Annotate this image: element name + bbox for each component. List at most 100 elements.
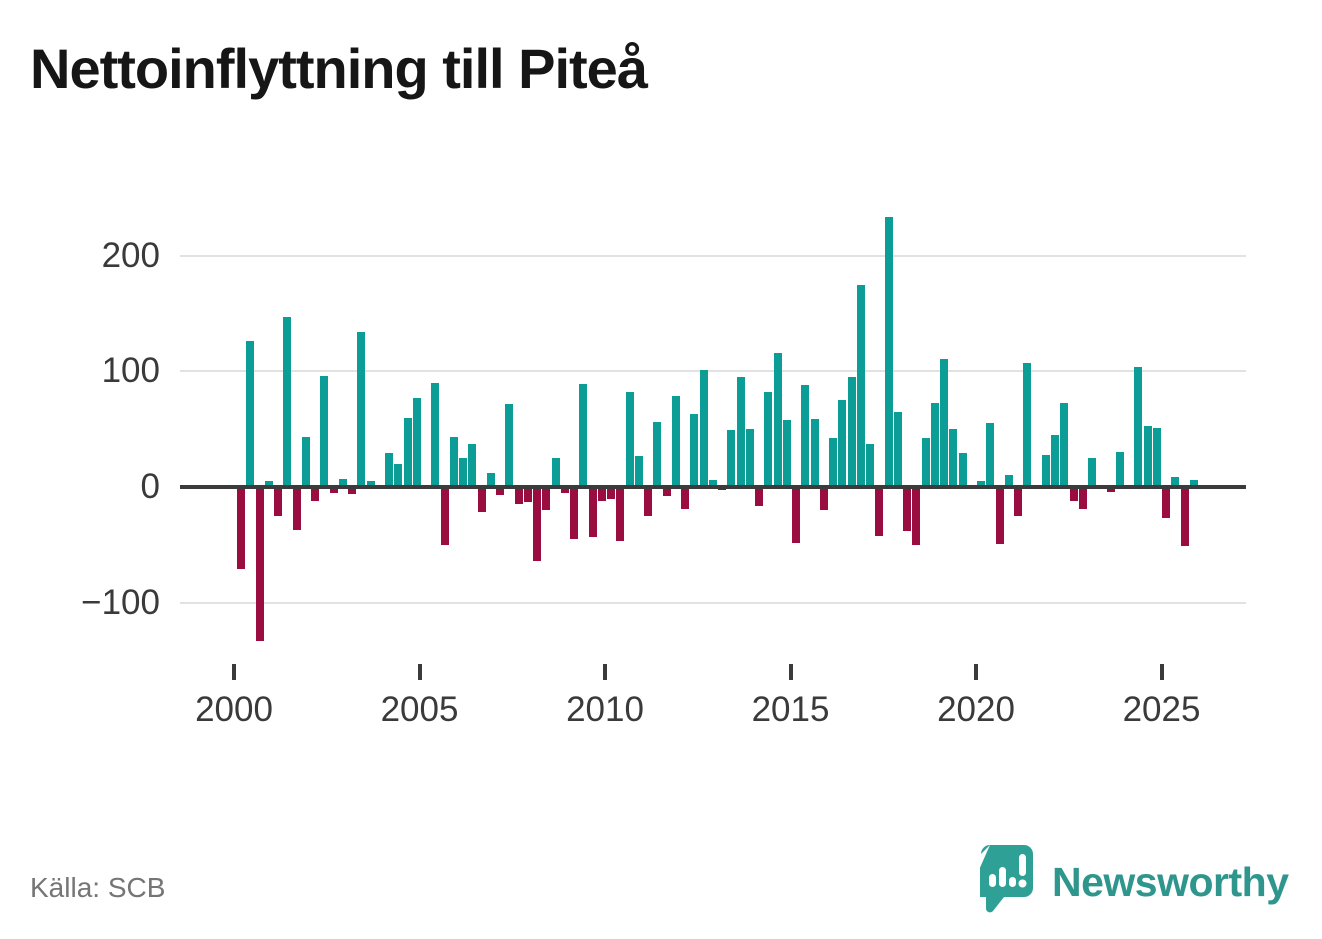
bar-2016-q2 <box>838 400 847 487</box>
bar-2004-q2 <box>394 463 403 487</box>
bar-2001-q4 <box>301 437 310 487</box>
bar-2020-q1 <box>977 481 985 487</box>
bar-2012-q4 <box>708 480 717 487</box>
bar-2006-q3 <box>477 487 486 513</box>
bar-2013-q4 <box>745 429 754 487</box>
bar-2003-q3 <box>366 481 375 487</box>
bar-2022-q1 <box>1051 434 1059 487</box>
bar-2000-q1 <box>237 487 245 570</box>
bar-2008-q4 <box>560 487 569 493</box>
gridline-y-200 <box>180 254 1246 257</box>
newsworthy-wordmark: Newsworthy <box>1052 858 1289 905</box>
bar-2014-q1 <box>755 487 763 506</box>
x-axis-tick-2025 <box>1159 664 1164 680</box>
bar-2002-q2 <box>320 375 329 487</box>
bar-2011-q1 <box>644 487 652 516</box>
bar-2000-q2 <box>246 341 255 487</box>
bar-2012-q2 <box>690 414 699 487</box>
bar-2009-q4 <box>597 487 606 501</box>
bar-2010-q3 <box>625 392 634 487</box>
source-note: Källa: SCB <box>30 872 166 903</box>
bar-2015-q1 <box>792 487 800 543</box>
x-axis-line <box>180 485 1246 489</box>
bar-2005-q3 <box>440 487 449 545</box>
bar-2006-q2 <box>468 444 477 487</box>
bar-2003-q1 <box>348 487 356 494</box>
bar-2020-q3 <box>995 487 1004 544</box>
bar-2011-q4 <box>671 395 680 487</box>
bar-2021-q2 <box>1023 363 1032 487</box>
bar-2018-q3 <box>921 438 930 487</box>
bar-2004-q3 <box>403 417 412 487</box>
bar-2016-q4 <box>856 284 865 487</box>
y-axis-label: 200 <box>101 235 160 275</box>
bar-2010-q1 <box>607 487 615 499</box>
bar-2014-q3 <box>773 352 782 487</box>
x-axis-label-2015: 2015 <box>751 690 830 729</box>
bar-2017-q3 <box>884 217 893 487</box>
bar-2019-q3 <box>958 453 967 487</box>
y-axis-label: 0 <box>140 467 160 506</box>
bar-2014-q4 <box>782 419 791 487</box>
bar-2002-q4 <box>338 478 347 487</box>
bar-2021-q1 <box>1014 487 1022 516</box>
bar-2017-q2 <box>875 487 884 536</box>
newsworthy-logo-icon <box>980 845 1033 913</box>
bar-2018-q2 <box>912 487 921 545</box>
bar-2014-q2 <box>764 392 773 487</box>
bar-2018-q1 <box>903 487 911 531</box>
bar-2002-q3 <box>329 487 338 493</box>
bar-2024-q2 <box>1134 366 1143 487</box>
bar-2025-q4 <box>1189 480 1198 487</box>
bar-2020-q2 <box>986 423 995 487</box>
bar-2023-q4 <box>1115 452 1124 487</box>
y-axis-label: 100 <box>101 351 160 391</box>
bar-2010-q4 <box>634 455 643 487</box>
bar-2008-q3 <box>551 458 560 487</box>
bar-2005-q4 <box>449 437 458 487</box>
bar-2000-q3 <box>255 487 264 641</box>
bar-2025-q1 <box>1162 487 1170 519</box>
bar-2011-q2 <box>653 422 662 487</box>
bar-2020-q4 <box>1004 475 1013 487</box>
bar-2001-q1 <box>274 487 282 516</box>
x-axis-label-2010: 2010 <box>566 690 644 729</box>
bar-2000-q4 <box>264 481 273 487</box>
x-axis-tick-2020 <box>974 664 978 680</box>
bar-2004-q4 <box>412 397 421 487</box>
bar-2007-q2 <box>505 403 514 487</box>
bar-2015-q2 <box>801 385 810 487</box>
x-axis-tick-2000 <box>232 664 236 680</box>
page-title: Nettoinflyttning till Piteå <box>30 37 648 100</box>
bar-2013-q2 <box>727 430 736 487</box>
bar-2015-q4 <box>819 487 828 511</box>
bar-2002-q1 <box>311 487 319 501</box>
bar-2009-q3 <box>588 487 597 537</box>
x-axis-tick-2015 <box>788 664 793 680</box>
bar-2024-q4 <box>1152 427 1161 487</box>
bar-2023-q3 <box>1106 487 1115 492</box>
bar-2012-q1 <box>681 487 689 509</box>
bar-2025-q3 <box>1180 487 1189 546</box>
bar-2019-q2 <box>949 429 958 487</box>
gridline-y--100 <box>180 601 1246 604</box>
bar-2024-q3 <box>1143 425 1152 487</box>
x-axis-tick-2005 <box>417 664 422 680</box>
bar-2018-q4 <box>930 402 939 487</box>
bar-2006-q1 <box>459 458 467 487</box>
y-axis-label: −100 <box>81 582 160 622</box>
gridline-y-100 <box>180 370 1246 373</box>
bar-2007-q3 <box>514 487 523 505</box>
bar-2025-q2 <box>1171 476 1180 487</box>
bar-2008-q1 <box>533 487 541 562</box>
bar-2016-q3 <box>847 377 856 487</box>
bar-2005-q2 <box>431 382 440 487</box>
x-axis-label-2005: 2005 <box>380 690 459 729</box>
x-axis-label-2000: 2000 <box>195 690 273 729</box>
bar-2013-q3 <box>736 377 745 487</box>
newsworthy-branding: Newsworthy <box>980 844 1289 920</box>
x-axis-label-2020: 2020 <box>937 690 1015 729</box>
bar-2012-q3 <box>699 370 708 487</box>
bar-2007-q4 <box>523 487 532 503</box>
